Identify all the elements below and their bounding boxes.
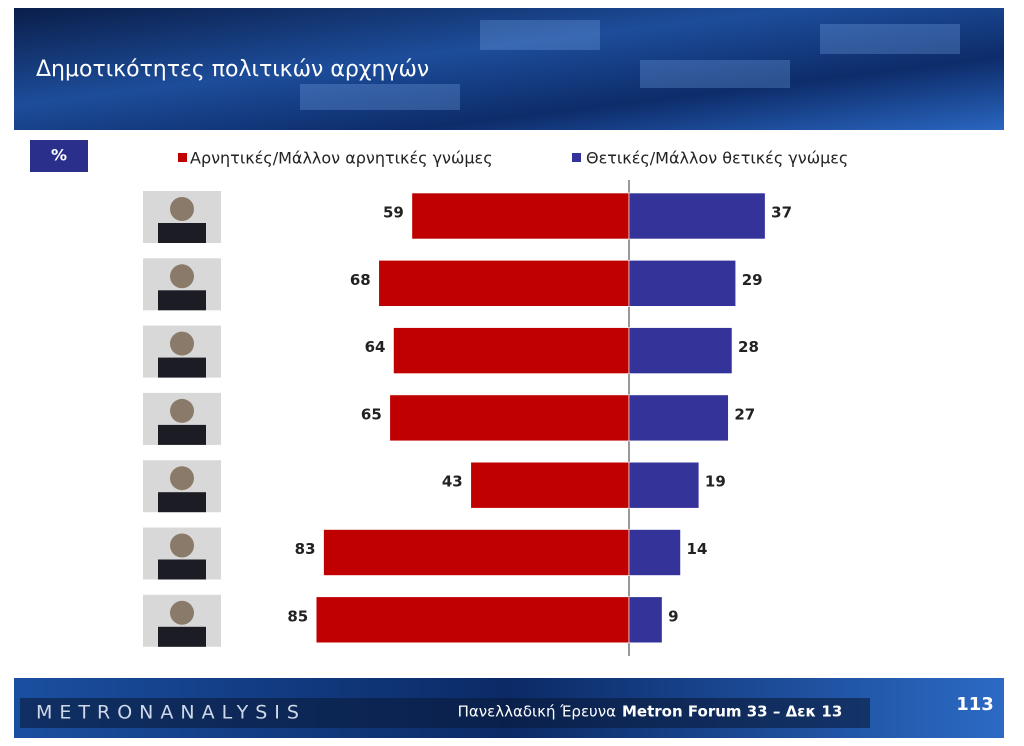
photo-head xyxy=(170,398,194,423)
bar xyxy=(628,461,700,509)
photos xyxy=(143,191,221,647)
unit-label: % xyxy=(51,146,67,165)
legend-swatch xyxy=(572,153,581,162)
photo-head xyxy=(170,331,194,356)
value-label: 28 xyxy=(738,338,759,356)
value-label: 37 xyxy=(771,204,792,222)
bar xyxy=(628,394,729,442)
photo-body xyxy=(158,424,206,445)
page-number: 113 xyxy=(956,694,994,715)
bar xyxy=(378,259,630,307)
survey: Πανελλαδική Έρευνα xyxy=(458,703,617,721)
bar xyxy=(315,596,630,644)
bar xyxy=(393,327,630,374)
bar xyxy=(389,394,630,442)
brand: METRONANALYSIS xyxy=(36,702,306,724)
value-label: 65 xyxy=(361,405,382,423)
unit-box xyxy=(30,140,88,172)
footer-strip xyxy=(20,698,870,728)
value-label: 27 xyxy=(734,405,755,423)
value-label: 43 xyxy=(442,473,463,491)
photo-body xyxy=(158,492,206,513)
photo-head xyxy=(170,600,194,625)
value-label: 29 xyxy=(742,271,763,289)
legend-label: Θετικές/Μάλλον θετικές γνώμες xyxy=(586,149,848,168)
photo-body xyxy=(158,223,206,243)
value-label: 83 xyxy=(295,540,316,558)
header-texture xyxy=(300,20,960,110)
value-label: 59 xyxy=(383,204,404,222)
photo-body xyxy=(158,290,206,311)
photo-body xyxy=(158,626,206,647)
bar xyxy=(628,192,766,240)
bar xyxy=(628,259,737,307)
photo-body xyxy=(158,357,206,378)
bar xyxy=(411,192,630,240)
bar xyxy=(323,529,630,576)
photo-head xyxy=(170,197,194,221)
value-label: 19 xyxy=(705,473,726,491)
value-label: 9 xyxy=(668,607,678,625)
chart-title: Δημοτικότητες πολιτικών αρχηγών xyxy=(36,57,429,82)
photo-head xyxy=(170,264,194,289)
bar xyxy=(628,596,663,644)
photo-body xyxy=(158,559,206,580)
value-label: 85 xyxy=(287,607,308,625)
bar xyxy=(470,461,630,509)
legend: Αρνητικές/Μάλλον αρνητικές γνώμες Θετικές… xyxy=(178,149,848,168)
legend-swatch xyxy=(178,153,187,162)
legend-label: Αρνητικές/Μάλλον αρνητικές γνώμες xyxy=(190,149,493,168)
photo-head xyxy=(170,533,194,558)
header-banner xyxy=(14,8,1004,130)
survey-bold: Metron Forum 33 – Δεκ 13 xyxy=(622,703,842,721)
photo-head xyxy=(170,466,194,491)
value-label: 64 xyxy=(365,338,386,356)
bar xyxy=(628,327,733,374)
value-label: 68 xyxy=(350,271,371,289)
value-label: 14 xyxy=(687,540,708,558)
bar xyxy=(628,529,681,576)
